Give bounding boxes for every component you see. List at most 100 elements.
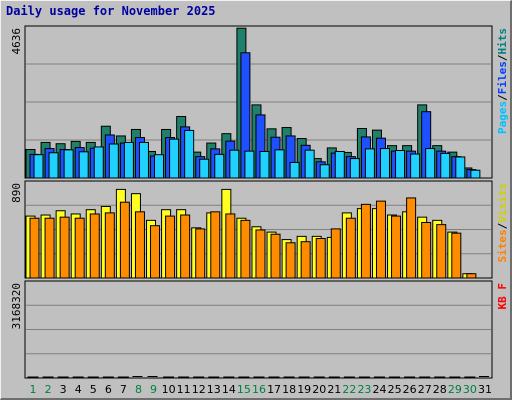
x-tick-label-day-16: 16 bbox=[252, 383, 266, 396]
bar-kb-f-day-16 bbox=[253, 376, 265, 379]
bar-sites-day-19 bbox=[300, 241, 311, 279]
x-tick-label-day-9: 9 bbox=[150, 383, 157, 396]
bar-kb-f-day-7 bbox=[117, 376, 129, 379]
bar-kb-f-day-27 bbox=[419, 376, 431, 379]
bar-sites-day-22 bbox=[345, 217, 356, 279]
bar-kb-f-day-5 bbox=[87, 376, 99, 379]
bar-pages-day-14 bbox=[229, 149, 240, 179]
bar-sites-day-25 bbox=[391, 215, 402, 279]
bar-sites-day-11 bbox=[180, 214, 191, 279]
bar-pages-day-11 bbox=[184, 129, 195, 179]
bar-kb-f-day-28 bbox=[434, 376, 446, 379]
bar-pages-day-25 bbox=[395, 149, 406, 179]
bar-kb-f-day-11 bbox=[178, 376, 190, 379]
bar-sites-day-6 bbox=[104, 212, 115, 279]
bar-kb-f-day-6 bbox=[102, 376, 114, 379]
legend-top: Pages/Files/Hits bbox=[496, 28, 509, 134]
x-tick-label-day-28: 28 bbox=[433, 383, 447, 396]
x-tick-label-day-11: 11 bbox=[177, 383, 191, 396]
bar-pages-day-19 bbox=[304, 149, 315, 179]
bar-kb-f-day-21 bbox=[328, 376, 340, 379]
bar-sites-day-4 bbox=[74, 217, 85, 279]
x-tick-label-day-5: 5 bbox=[90, 383, 97, 396]
bar-kb-f-day-23 bbox=[358, 376, 370, 379]
x-tick-label-day-4: 4 bbox=[75, 383, 82, 396]
bar-kb-f-day-8 bbox=[132, 376, 143, 377]
bar-kb-f-day-20 bbox=[313, 376, 325, 379]
bar-pages-day-18 bbox=[289, 161, 300, 179]
legend-files: Files bbox=[496, 61, 509, 94]
bar-pages-day-23 bbox=[364, 148, 375, 179]
bar-sites-day-24 bbox=[375, 200, 386, 279]
bar-pages-day-3 bbox=[63, 149, 74, 179]
bar-pages-day-28 bbox=[440, 152, 451, 179]
bar-kb-f-day-26 bbox=[404, 376, 416, 379]
bar-sites-day-13 bbox=[210, 211, 221, 279]
x-tick-label-day-30: 30 bbox=[463, 383, 477, 396]
bar-sites-day-12 bbox=[195, 228, 206, 279]
bar-kb-f-day-3 bbox=[57, 376, 69, 379]
bar-kb-f-day-19 bbox=[298, 376, 310, 379]
bar-pages-day-21 bbox=[334, 150, 345, 179]
bar-sites-day-10 bbox=[165, 215, 176, 279]
x-tick-label-day-21: 21 bbox=[327, 383, 341, 396]
legend-kb-f: KB F bbox=[496, 283, 509, 310]
bar-kb-f-day-24 bbox=[373, 376, 385, 379]
x-tick-label-day-7: 7 bbox=[120, 383, 127, 396]
bar-sites-day-29 bbox=[451, 232, 462, 279]
x-tick-label-day-14: 14 bbox=[222, 383, 236, 396]
bar-kb-f-day-31 bbox=[478, 376, 489, 377]
x-tick-label-day-15: 15 bbox=[237, 383, 251, 396]
bar-sites-day-30 bbox=[466, 273, 477, 279]
legend-separator: / bbox=[496, 222, 509, 229]
bar-pages-day-9 bbox=[154, 154, 165, 179]
x-tick-label-day-20: 20 bbox=[312, 383, 326, 396]
bar-pages-day-24 bbox=[379, 148, 390, 179]
x-tick-label-day-8: 8 bbox=[135, 383, 142, 396]
x-tick-label-day-10: 10 bbox=[162, 383, 176, 396]
graph-title: Daily usage for November 2025 bbox=[6, 4, 216, 18]
bar-kb-f-day-9 bbox=[147, 376, 158, 377]
x-tick-label-day-1: 1 bbox=[30, 383, 37, 396]
x-tick-label-day-29: 29 bbox=[448, 383, 462, 396]
x-tick-label-day-23: 23 bbox=[357, 383, 371, 396]
bar-sites-day-26 bbox=[406, 197, 417, 279]
bar-kb-f-day-29 bbox=[449, 376, 461, 379]
bar-pages-day-6 bbox=[108, 143, 119, 179]
bar-sites-day-20 bbox=[315, 238, 326, 279]
bar-pages-day-10 bbox=[169, 138, 180, 179]
x-tick-label-day-3: 3 bbox=[60, 383, 67, 396]
bar-kb-f-day-12 bbox=[193, 376, 205, 379]
bar-pages-day-5 bbox=[93, 146, 104, 179]
bar-pages-day-2 bbox=[48, 152, 59, 179]
x-tick-label-day-2: 2 bbox=[45, 383, 52, 396]
legend-hits: Hits bbox=[496, 28, 509, 55]
bar-kb-f-day-14 bbox=[223, 376, 235, 379]
legend-bottom: KB F bbox=[496, 283, 509, 310]
bar-kb-f-day-15 bbox=[238, 376, 250, 379]
x-tick-label-day-26: 26 bbox=[403, 383, 417, 396]
ymax-label-middle: 890 bbox=[10, 183, 23, 203]
bar-kb-f-day-30 bbox=[464, 376, 476, 379]
bar-pages-day-29 bbox=[455, 156, 466, 179]
bar-pages-day-20 bbox=[319, 164, 330, 179]
bar-kb-f-day-22 bbox=[343, 376, 355, 379]
bar-pages-day-7 bbox=[123, 141, 134, 179]
bar-sites-day-15 bbox=[240, 219, 251, 279]
bar-sites-day-5 bbox=[89, 213, 100, 279]
x-tick-label-day-22: 22 bbox=[342, 383, 356, 396]
bar-kb-f-day-18 bbox=[283, 376, 295, 379]
bar-sites-day-18 bbox=[285, 242, 296, 279]
legend-separator: / bbox=[496, 94, 509, 101]
bar-pages-day-8 bbox=[138, 141, 149, 179]
bar-kb-f-day-10 bbox=[163, 376, 175, 379]
bar-sites-day-2 bbox=[44, 217, 55, 279]
bar-sites-day-9 bbox=[150, 225, 161, 279]
bar-pages-day-12 bbox=[199, 158, 210, 179]
bar-sites-day-7 bbox=[119, 201, 130, 279]
bar-sites-day-23 bbox=[360, 203, 371, 279]
bar-kb-f-day-13 bbox=[208, 376, 220, 379]
bar-pages-day-27 bbox=[425, 148, 436, 179]
